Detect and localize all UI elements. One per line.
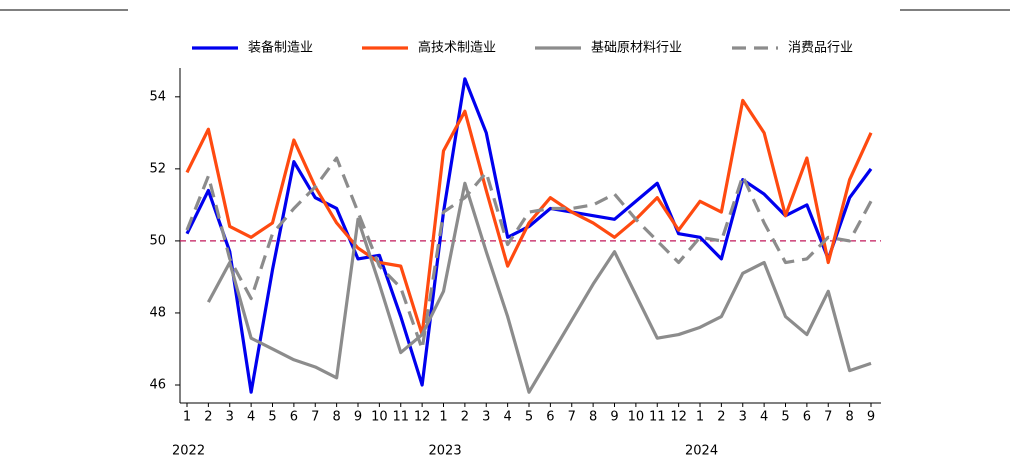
x-tick-label: 8 <box>332 410 340 425</box>
x-tick-label: 3 <box>482 410 490 425</box>
x-tick-label: 2 <box>461 410 469 425</box>
x-tick-label: 6 <box>803 410 811 425</box>
x-tick-label: 2 <box>204 410 212 425</box>
x-tick-label: 10 <box>371 410 388 425</box>
series-line <box>206 181 872 394</box>
series-line <box>185 77 873 394</box>
x-tick-label: 7 <box>311 410 319 425</box>
series-line <box>185 98 873 337</box>
x-tick-label: 3 <box>226 410 234 425</box>
x-tick-label: 4 <box>760 410 768 425</box>
legend-label: 基础原材料行业 <box>591 41 682 56</box>
y-tick-label: 48 <box>149 305 166 320</box>
x-tick-label: 1 <box>439 410 447 425</box>
x-tick-label: 1 <box>696 410 704 425</box>
x-tick-label: 6 <box>546 410 554 425</box>
x-tick-label: 4 <box>503 410 511 425</box>
x-tick-label: 7 <box>568 410 576 425</box>
x-tick-label: 12 <box>414 410 431 425</box>
x-tick-label: 1 <box>183 410 191 425</box>
y-tick-label: 46 <box>149 377 166 392</box>
x-tick-label: 5 <box>268 410 276 425</box>
x-tick-label: 9 <box>610 410 618 425</box>
series-line <box>185 156 873 351</box>
y-tick-label: 52 <box>149 161 166 176</box>
x-tick-label: 3 <box>739 410 747 425</box>
year-label: 2023 <box>429 444 462 459</box>
x-tick-label: 9 <box>354 410 362 425</box>
x-tick-label: 5 <box>525 410 533 425</box>
x-tick-label: 6 <box>290 410 298 425</box>
x-tick-label: 7 <box>824 410 832 425</box>
y-tick-label: 54 <box>149 89 166 104</box>
x-tick-label: 4 <box>247 410 255 425</box>
y-tick-label: 50 <box>149 233 166 248</box>
x-tick-label: 5 <box>781 410 789 425</box>
x-tick-label: 11 <box>392 410 409 425</box>
x-tick-label: 9 <box>867 410 875 425</box>
x-tick-label: 10 <box>628 410 645 425</box>
x-tick-label: 11 <box>649 410 666 425</box>
x-tick-label: 2 <box>717 410 725 425</box>
x-tick-label: 8 <box>845 410 853 425</box>
legend-label: 消费品行业 <box>788 41 853 56</box>
legend-label: 高技术制造业 <box>418 40 496 56</box>
x-tick-label: 8 <box>589 410 597 425</box>
legend-label: 装备制造业 <box>248 40 313 56</box>
x-tick-label: 12 <box>670 410 687 425</box>
year-label: 2022 <box>172 444 205 459</box>
year-label: 2024 <box>685 444 718 459</box>
